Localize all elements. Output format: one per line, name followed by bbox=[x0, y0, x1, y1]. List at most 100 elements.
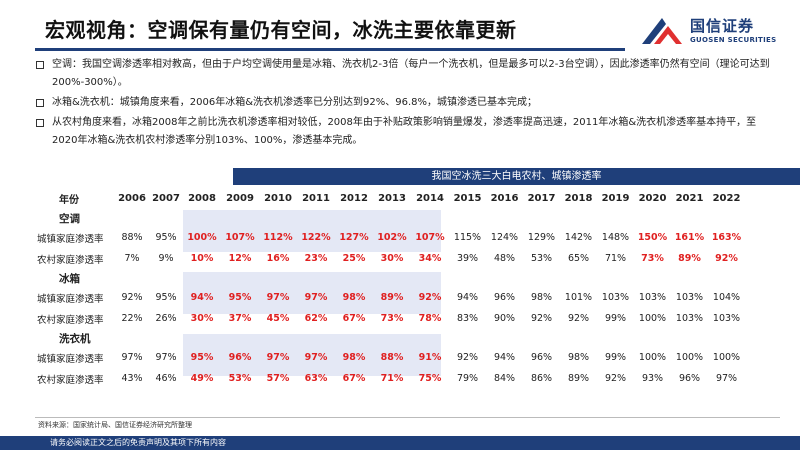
table-cell: 97% bbox=[155, 352, 177, 363]
checkbox-bullet-icon bbox=[36, 61, 44, 69]
bullet-item: 从农村角度来看，冰箱2008年之前比洗衣机渗透率相对较低，2008年由于补贴政策… bbox=[36, 114, 776, 150]
title-underline bbox=[35, 48, 625, 51]
year-header: 2009 bbox=[226, 193, 254, 204]
company-logo: 国信证券 GUOSEN SECURITIES bbox=[640, 12, 790, 50]
year-header: 2011 bbox=[302, 193, 330, 204]
table-cell: 99% bbox=[604, 313, 627, 324]
table-cell: 96% bbox=[530, 352, 553, 363]
table-row: 城镇家庭渗透率 92% 95% 94% 95% 97% 97% 98% 89% 92% 94% 96%… bbox=[35, 287, 745, 308]
table-cell: 88% bbox=[121, 232, 143, 243]
year-header: 2010 bbox=[264, 193, 292, 204]
table-cell: 37% bbox=[228, 313, 252, 324]
row-label: 农村家庭渗透率 bbox=[37, 254, 104, 266]
table-cell: 53% bbox=[530, 253, 553, 264]
table-cell: 43% bbox=[121, 373, 143, 384]
footer-disclaimer: 请务必阅读正文之后的免责声明及其项下所有内容 bbox=[50, 438, 226, 447]
category-label: 空调 bbox=[59, 212, 80, 225]
row-label: 城镇家庭渗透率 bbox=[37, 353, 104, 365]
table-cell: 98% bbox=[342, 292, 366, 303]
table-title: 我国空冰洗三大白电农村、城镇渗透率 bbox=[233, 168, 800, 185]
table-cell: 97% bbox=[121, 352, 143, 363]
table-cell: 34% bbox=[418, 253, 442, 264]
checkbox-bullet-icon bbox=[36, 119, 44, 127]
table-cell: 78% bbox=[418, 313, 442, 324]
table-cell: 22% bbox=[121, 313, 143, 324]
year-header: 2016 bbox=[490, 193, 519, 204]
table-cell: 103% bbox=[638, 292, 667, 303]
logo-text-cn: 国信证券 bbox=[690, 17, 755, 35]
table-cell: 92% bbox=[456, 352, 479, 363]
table-cell: 100% bbox=[712, 352, 741, 363]
table-cell: 97% bbox=[304, 292, 328, 303]
table-cell: 94% bbox=[493, 352, 516, 363]
guosen-logo-icon bbox=[642, 18, 682, 44]
table-cell: 103% bbox=[712, 313, 741, 324]
bullet-item: 空调：我国空调渗透率相对教高，但由于户均空调使用量是冰箱、洗衣机2-3倍（每户一… bbox=[36, 56, 776, 92]
table-cell: 163% bbox=[711, 232, 742, 243]
bullet-text: 从农村角度来看，冰箱2008年之前比洗衣机渗透率相对较低，2008年由于补贴政策… bbox=[52, 117, 757, 146]
bullet-item: 冰箱&洗衣机：城镇角度来看，2006年冰箱&洗衣机渗透率已分别达到92%、96.… bbox=[36, 94, 776, 112]
logo-text-en: GUOSEN SECURITIES bbox=[690, 36, 777, 44]
table-cell: 115% bbox=[453, 232, 482, 243]
table-cell: 65% bbox=[567, 253, 590, 264]
table-cell: 103% bbox=[675, 313, 704, 324]
category-row: 洗衣机 bbox=[35, 329, 745, 347]
table-cell: 30% bbox=[380, 253, 404, 264]
table-cell: 95% bbox=[190, 352, 214, 363]
table-cell: 71% bbox=[380, 373, 404, 384]
row-label: 农村家庭渗透率 bbox=[37, 314, 104, 326]
year-header: 2018 bbox=[564, 193, 593, 204]
table-cell: 95% bbox=[155, 232, 177, 243]
table-cell: 62% bbox=[304, 313, 328, 324]
table-cell: 161% bbox=[674, 232, 705, 243]
category-row: 冰箱 bbox=[35, 269, 745, 287]
table-cell: 98% bbox=[342, 352, 366, 363]
source-note: 资料来源：国家统计局、国信证券经济研究所整理 bbox=[38, 421, 192, 429]
table-cell: 98% bbox=[567, 352, 590, 363]
table-cell: 112% bbox=[263, 232, 293, 243]
table-cell: 79% bbox=[456, 373, 479, 384]
table-cell: 89% bbox=[567, 373, 590, 384]
highlight-block bbox=[183, 210, 441, 252]
source-divider bbox=[35, 417, 780, 418]
table-cell: 99% bbox=[604, 352, 627, 363]
table-cell: 150% bbox=[637, 232, 668, 243]
table-cell: 100% bbox=[638, 352, 667, 363]
table-cell: 53% bbox=[228, 373, 252, 384]
table-cell: 95% bbox=[155, 292, 177, 303]
table-cell: 23% bbox=[304, 253, 328, 264]
year-header: 2013 bbox=[378, 193, 406, 204]
year-header: 2020 bbox=[638, 193, 667, 204]
year-header: 2015 bbox=[453, 193, 482, 204]
table-cell: 86% bbox=[530, 373, 553, 384]
table-cell: 92% bbox=[418, 292, 442, 303]
table-row: 农村家庭渗透率 22% 26% 30% 37% 45% 62% 67% 73% 78% 83% 90%… bbox=[35, 308, 745, 329]
row-label: 农村家庭渗透率 bbox=[37, 374, 104, 386]
table-cell: 94% bbox=[190, 292, 214, 303]
year-header: 2008 bbox=[188, 193, 216, 204]
table-cell: 12% bbox=[228, 253, 252, 264]
table-cell: 83% bbox=[456, 313, 479, 324]
table-cell: 7% bbox=[124, 253, 140, 264]
table-cell: 142% bbox=[564, 232, 593, 243]
year-header-label: 年份 bbox=[59, 195, 79, 206]
table-cell: 45% bbox=[266, 313, 290, 324]
table-cell: 93% bbox=[641, 373, 664, 384]
table-cell: 97% bbox=[715, 373, 738, 384]
bullet-text: 空调：我国空调渗透率相对教高，但由于户均空调使用量是冰箱、洗衣机2-3倍（每户一… bbox=[52, 59, 770, 88]
bullet-list: 空调：我国空调渗透率相对教高，但由于户均空调使用量是冰箱、洗衣机2-3倍（每户一… bbox=[36, 56, 776, 152]
table-cell: 48% bbox=[493, 253, 516, 264]
table-row: 农村家庭渗透率 7% 9% 10% 12% 16% 23% 25% 30% 34% 39% 48% 53… bbox=[35, 248, 745, 269]
table-cell: 102% bbox=[377, 232, 407, 243]
row-label: 城镇家庭渗透率 bbox=[37, 233, 104, 245]
table-row: 城镇家庭渗透率 97% 97% 95% 96% 97% 97% 98% 88% 91% 92% 94%… bbox=[35, 347, 745, 368]
table-cell: 39% bbox=[456, 253, 479, 264]
table-cell: 46% bbox=[155, 373, 177, 384]
table-cell: 92% bbox=[121, 292, 143, 303]
table-cell: 98% bbox=[530, 292, 553, 303]
table-cell: 129% bbox=[527, 232, 556, 243]
year-header: 2022 bbox=[712, 193, 741, 204]
table-cell: 103% bbox=[675, 292, 704, 303]
table-cell: 127% bbox=[339, 232, 369, 243]
table-cell: 10% bbox=[190, 253, 214, 264]
